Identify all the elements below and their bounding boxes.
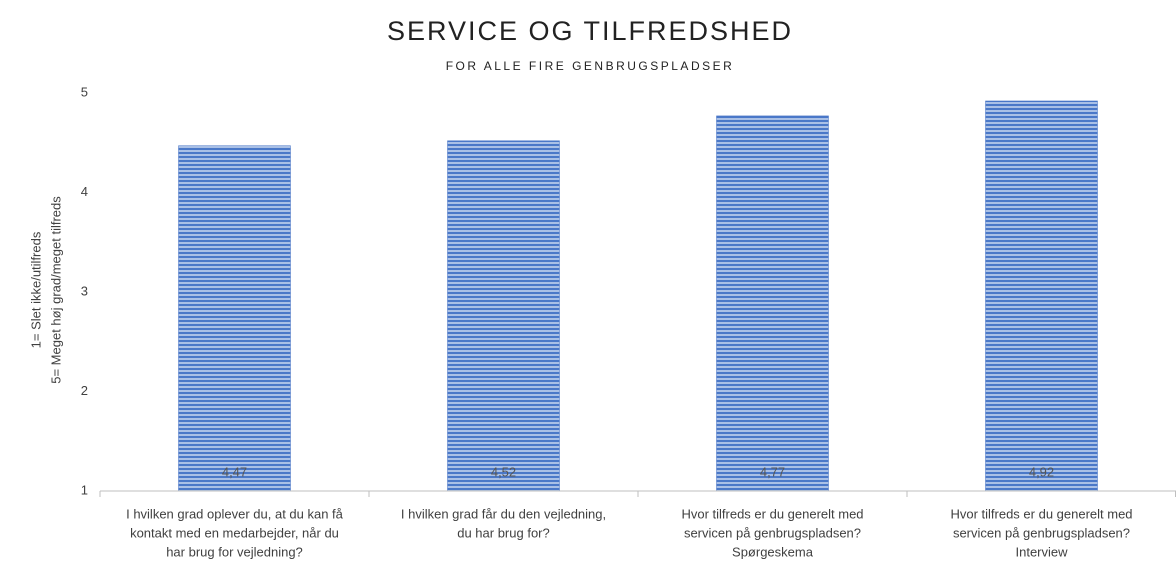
y-tick-label: 2 [81, 383, 88, 398]
x-tick-label: I hvilken grad får du den vejledning, [401, 506, 606, 521]
x-tick-label: servicen på genbrugspladsen? [953, 525, 1130, 540]
x-tick-label: kontakt med en medarbejder, når du [130, 525, 339, 540]
x-tick-label: har brug for vejledning? [166, 544, 303, 559]
y-tick-label: 4 [81, 184, 88, 199]
chart-title: SERVICE OG TILFREDSHED [387, 16, 793, 46]
y-tick-label: 3 [81, 283, 88, 298]
value-label: 4,77 [760, 464, 785, 479]
value-label: 4,47 [222, 464, 247, 479]
x-tick-label: Interview [1015, 544, 1068, 559]
y-axis-label: 1= Slet ikke/utilfreds 5= Meget høj grad… [28, 196, 63, 384]
x-tick-label: servicen på genbrugspladsen? [684, 525, 861, 540]
bar [985, 100, 1098, 492]
bar [447, 140, 560, 492]
y-tick-label: 5 [81, 84, 88, 99]
x-tick-label: I hvilken grad oplever du, at du kan få [126, 506, 344, 521]
x-tick-label: Hvor tilfreds er du generelt med [950, 506, 1132, 521]
value-label: 4,52 [491, 464, 516, 479]
chart-subtitle: FOR ALLE FIRE GENBRUGSPLADSER [446, 59, 735, 73]
y-axis-label-line: 5= Meget høj grad/meget tilfreds [48, 196, 63, 384]
value-label: 4,92 [1029, 464, 1054, 479]
x-tick-label: Hvor tilfreds er du generelt med [681, 506, 863, 521]
bar [716, 115, 829, 492]
y-tick-label: 1 [81, 482, 88, 497]
bar [178, 145, 291, 492]
x-tick-label: Spørgeskema [732, 544, 814, 559]
x-tick-label: du har brug for? [457, 525, 550, 540]
y-axis-label-line: 1= Slet ikke/utilfreds [28, 231, 43, 348]
